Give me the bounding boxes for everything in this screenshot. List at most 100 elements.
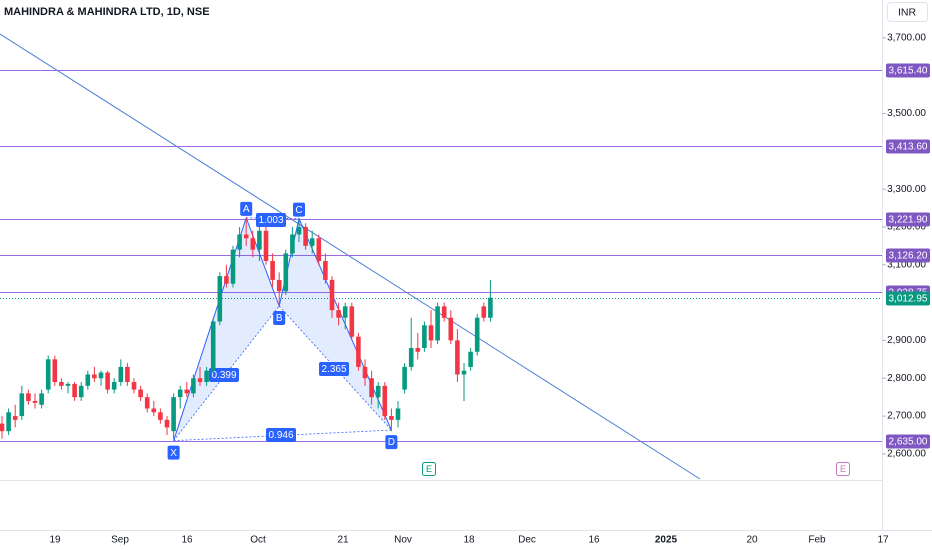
candle-body (151, 408, 157, 413)
candle-body (488, 297, 493, 318)
candle-body (118, 366, 124, 383)
y-tick-label: 2,600.00 (887, 449, 926, 460)
level-label: 3,413.60 (889, 142, 928, 153)
candle-body (72, 383, 77, 398)
pattern-point-tag (240, 201, 253, 216)
y-tick-label: 3,100.00 (887, 259, 926, 270)
pattern-ratio-label: 2.365 (321, 364, 346, 375)
candle-body (250, 238, 256, 250)
candle-body (329, 279, 335, 311)
candle-body (217, 276, 223, 322)
candle-body (323, 260, 328, 280)
candle-body (448, 317, 454, 341)
candle-body (92, 374, 97, 379)
earnings-label: E (426, 464, 432, 474)
candle-body (210, 321, 216, 371)
candle-body (0, 423, 5, 432)
candle-body (362, 366, 368, 379)
level-tag (886, 434, 930, 449)
last-price-label: 3,012.95 (889, 294, 928, 305)
candle-body (138, 389, 143, 398)
y-tick-label: 3,500.00 (887, 108, 926, 119)
level-label: 3,221.90 (889, 215, 928, 226)
pattern-point-tag (273, 311, 286, 326)
candle-body (283, 253, 289, 292)
x-tick-label: 16 (588, 535, 600, 546)
candle-body (171, 397, 176, 432)
candle-body (263, 230, 269, 261)
candle-body (230, 249, 236, 284)
candle-body (6, 412, 11, 432)
candle-body (125, 366, 130, 383)
x-tick-label: Sep (111, 535, 129, 546)
candle-body (336, 310, 341, 318)
candle-body (144, 397, 150, 409)
candle-body (39, 393, 44, 405)
pattern-ratio-line (246, 217, 300, 220)
earnings-marker[interactable] (422, 462, 436, 476)
candle-body (441, 306, 447, 318)
candle-body (481, 306, 487, 318)
pattern-ratio-label: 0.399 (211, 370, 236, 381)
axes: 3,700.00 3,500.00 3,300.00 3,200.00 3,100.00… (882, 32, 930, 460)
level-label: 3,126.20 (889, 251, 928, 262)
x-tick-label: 16 (181, 535, 193, 546)
candle-body (52, 359, 58, 383)
x-tick-label: Nov (394, 535, 412, 546)
x-tick-label: Oct (250, 535, 266, 546)
candle-body (237, 234, 242, 250)
candle-body (395, 408, 401, 420)
x-tick-label: 18 (463, 535, 475, 546)
candles (0, 217, 493, 439)
pattern-point-label: C (295, 205, 302, 216)
currency-button[interactable] (887, 2, 928, 22)
y-tick-label: 3,300.00 (887, 184, 926, 195)
pattern-ratio-tag (256, 213, 286, 227)
candle-body (131, 382, 137, 390)
level-tag (886, 63, 930, 78)
candle-body (296, 226, 302, 235)
candle-body (191, 378, 196, 394)
candle-body (402, 366, 407, 390)
candle-body (105, 372, 110, 390)
x-tick-label: 20 (746, 535, 758, 546)
candle-body (111, 382, 117, 390)
candle-body (32, 400, 38, 403)
level-label: 3,615.40 (889, 66, 928, 77)
candle-body (369, 378, 374, 398)
candle-body (224, 276, 229, 284)
candle-body (389, 416, 394, 420)
earnings-marker[interactable] (836, 462, 850, 476)
candle-body (164, 419, 170, 428)
candle-body (382, 385, 388, 417)
candle-body (349, 306, 355, 337)
earnings-label: E (840, 464, 846, 474)
candle-body (422, 325, 427, 348)
candle-body (309, 238, 315, 246)
pattern-point-tag (167, 445, 180, 460)
level-tag (886, 139, 930, 154)
candle-body (455, 340, 460, 375)
pattern-point-tag (293, 202, 305, 217)
candle-body (468, 351, 473, 367)
levels (0, 70, 882, 442)
y-tick-label: 3,200.00 (887, 222, 926, 233)
pattern-point-label: X (170, 448, 177, 459)
candle-body (461, 370, 467, 375)
x-tick-label: 17 (877, 535, 889, 546)
pattern-ratio-label: 0.946 (268, 430, 293, 441)
pattern-point-label: A (243, 204, 250, 215)
currency[interactable]: INR (898, 6, 917, 18)
pattern-point-label: B (276, 313, 283, 324)
candle-body (342, 306, 348, 318)
level-tag (886, 248, 930, 263)
candle-body (270, 260, 275, 280)
candle-body (26, 393, 31, 401)
pattern-ratio-tag (319, 362, 349, 376)
pattern-ratio-tag (209, 368, 239, 382)
candle-body (197, 378, 203, 383)
candle-body (177, 389, 183, 398)
candle-body (65, 383, 71, 386)
